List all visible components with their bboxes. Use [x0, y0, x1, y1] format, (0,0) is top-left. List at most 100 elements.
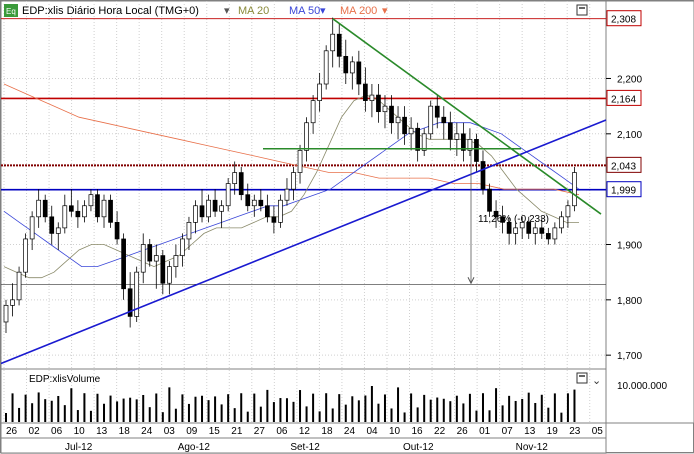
- candle-body: [68, 205, 74, 212]
- candle-body: [467, 138, 473, 151]
- candle-body: [199, 205, 205, 218]
- candle-body: [271, 216, 277, 223]
- volume-bar: [338, 394, 341, 422]
- ma50-dropdown-icon[interactable]: ▾: [320, 5, 326, 17]
- candle-body: [506, 222, 512, 234]
- price-axis-labels: 2,200 2,100 1,900 1,800 1,700 2,308 2,164 2,043…: [606, 10, 642, 362]
- candle-body: [402, 116, 407, 135]
- volume-bar: [299, 390, 302, 422]
- candle-body: [186, 222, 192, 240]
- ma20-legend[interactable]: MA 20: [238, 5, 269, 17]
- candle-body: [441, 116, 447, 124]
- day-label: 07: [502, 426, 514, 437]
- chart-title: EDP:xlis Diário Hora Local (TMG+0): [22, 5, 199, 17]
- day-label: 12: [299, 426, 311, 437]
- day-label: 10: [74, 426, 86, 437]
- volume-bar: [174, 408, 177, 422]
- candle-body: [101, 199, 107, 218]
- candle-body: [519, 222, 525, 229]
- candle-body: [167, 266, 172, 284]
- candle-body: [16, 271, 22, 301]
- day-label: 04: [366, 426, 378, 437]
- volume-bar: [122, 398, 125, 422]
- volume-bar: [148, 407, 151, 422]
- volume-bar: [410, 393, 413, 422]
- volume-bar: [83, 393, 86, 422]
- candle-body: [572, 172, 577, 207]
- candle-body: [493, 210, 499, 218]
- uptrend-line: [1, 119, 607, 365]
- volume-bar: [103, 403, 106, 422]
- volume-bar: [508, 395, 511, 422]
- volume-bar: [18, 407, 21, 422]
- volume-bar: [429, 399, 432, 422]
- candle-body: [232, 172, 238, 184]
- volume-bar: [220, 404, 223, 422]
- ma200-legend[interactable]: MA 200: [340, 5, 377, 17]
- candle-body: [310, 100, 316, 124]
- month-label: Set-12: [290, 442, 320, 453]
- candle-body: [62, 205, 68, 229]
- day-label: 19: [547, 426, 559, 437]
- candle-body: [363, 83, 368, 101]
- candle-body: [173, 255, 179, 267]
- candle-body: [389, 105, 394, 124]
- candle-body: [408, 127, 414, 135]
- level-label: 1,999: [611, 186, 636, 197]
- candle-body: [108, 199, 113, 223]
- volume-bar: [534, 402, 537, 422]
- month-label: Jul-12: [65, 442, 93, 453]
- candle-body: [545, 233, 551, 240]
- volume-bar: [442, 398, 445, 422]
- day-label: 18: [119, 426, 131, 437]
- volume-bar: [455, 395, 458, 422]
- day-label: 18: [321, 426, 333, 437]
- volume-bar: [142, 394, 145, 422]
- candle-body: [317, 83, 322, 101]
- candle-body: [382, 105, 388, 113]
- volume-bar: [31, 403, 34, 422]
- candle-body: [42, 199, 48, 218]
- y-tick-label: 1,700: [617, 351, 642, 362]
- candle-body: [330, 33, 336, 52]
- day-label: 02: [29, 426, 41, 437]
- day-label: 26: [6, 426, 18, 437]
- ma200-dropdown-icon[interactable]: ▾: [382, 5, 388, 17]
- volume-title: EDP:xlisVolume: [29, 374, 101, 385]
- volume-bar: [547, 407, 550, 422]
- maximize-volume-button[interactable]: [576, 372, 588, 384]
- candle-body: [461, 133, 466, 151]
- day-label: 01: [479, 426, 491, 437]
- maximize-price-button[interactable]: [576, 4, 588, 16]
- candle-body: [565, 205, 571, 218]
- volume-bar: [501, 405, 504, 422]
- volume-bar: [436, 397, 439, 422]
- volume-bar: [37, 392, 40, 422]
- day-label: 09: [186, 426, 198, 437]
- price-axis: [605, 1, 694, 424]
- equity-icon[interactable]: [4, 4, 18, 17]
- ma50-legend[interactable]: MA 50: [289, 5, 320, 17]
- day-label: 26: [457, 426, 469, 437]
- candle-body: [36, 199, 42, 218]
- volume-bar: [560, 412, 563, 422]
- candle-body: [421, 133, 427, 151]
- collapse-chevron-icon[interactable]: ⌄: [592, 374, 601, 387]
- volume-bar: [207, 400, 210, 422]
- y-tick-label: 1,900: [617, 240, 642, 251]
- y-tick-label: 1,800: [617, 296, 642, 307]
- volume-bar: [331, 408, 334, 422]
- day-label: 15: [209, 426, 221, 437]
- volume-panel: [1, 368, 607, 424]
- day-label: 21: [231, 426, 243, 437]
- candle-body: [95, 194, 100, 218]
- candle-body: [55, 227, 61, 234]
- candle-body: [238, 172, 244, 196]
- candle-body: [219, 205, 224, 212]
- ma20-dropdown-icon[interactable]: ▾: [224, 5, 230, 17]
- candle-body: [428, 105, 434, 135]
- candle-body: [395, 116, 401, 124]
- volume-bar: [89, 410, 92, 422]
- candle-body: [251, 199, 257, 207]
- level-box: [606, 181, 642, 198]
